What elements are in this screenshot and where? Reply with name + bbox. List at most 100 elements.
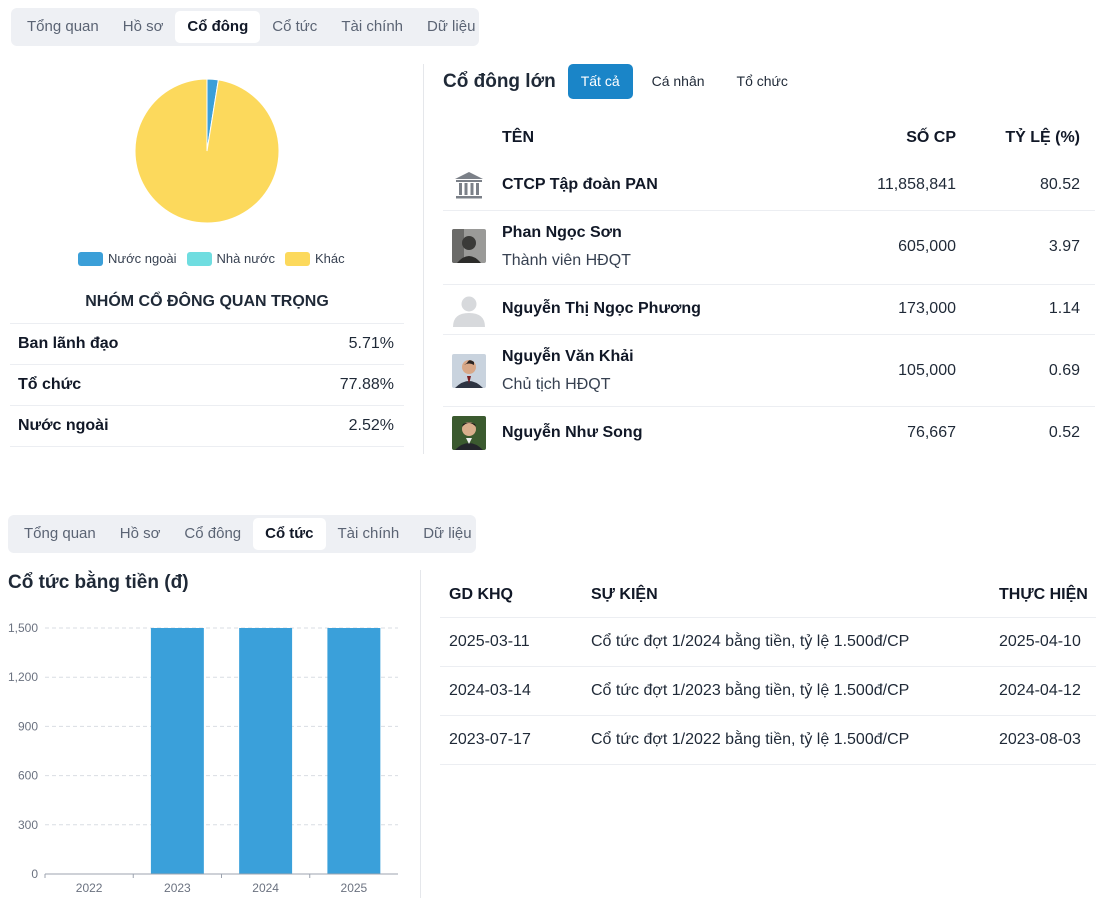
top-tab-3[interactable]: Cổ tức (272, 18, 318, 35)
shareholder-name: Nguyễn Văn Khải (502, 348, 634, 365)
shareholder-pct: 0.52 (1048, 424, 1080, 441)
event-text: Cổ tức đợt 1/2022 bằng tiền, tỷ lệ 1.500… (591, 731, 910, 748)
key-group-row: Ban lãnh đạo 5.71% (10, 324, 404, 365)
shareholder-pct: 1.14 (1048, 300, 1080, 317)
dividend-table-header: GD KHQ SỰ KIỆN THỰC HIỆN (440, 584, 1096, 618)
bar-2023[interactable] (150, 628, 204, 874)
column-shares-header[interactable]: SỐ CP (906, 129, 956, 146)
shareholder-shares: 11,858,841 (877, 176, 956, 193)
filter-individual-button[interactable]: Cá nhân (651, 73, 705, 89)
bar-2024[interactable] (239, 628, 293, 874)
top-tab-bar: Tổng quan Hồ sơ Cổ đông Cổ tức Tài chính Dữ l… (11, 8, 479, 46)
shareholder-row[interactable]: CTCP Tập đoàn PAN 11,858,841 80.52 (443, 161, 1095, 211)
shareholder-pct: 3.97 (1048, 238, 1080, 255)
dividend-chart-title: Cổ tức bằng tiền (đ) (8, 572, 189, 593)
shareholder-role: Chủ tịch HĐQT (502, 376, 611, 393)
bottom-tab-4[interactable]: Tài chính (337, 525, 400, 542)
bottom-tab-5[interactable]: Dữ liệu (423, 525, 472, 542)
shareholder-row[interactable]: Nguyễn Văn Khải Chủ tịch HĐQT 105,000 0.… (443, 335, 1095, 407)
shareholder-shares: 605,000 (898, 238, 956, 255)
ex-date: 2023-07-17 (449, 731, 531, 748)
x-tick-label: 2023 (164, 881, 191, 895)
column-exec-date-header[interactable]: THỰC HIỆN (999, 586, 1088, 603)
avatar-photo (452, 354, 486, 388)
shareholder-row[interactable]: Phan Ngọc Sơn Thành viên HĐQT 605,000 3.… (443, 211, 1095, 285)
y-tick-label: 1,500 (8, 621, 38, 635)
shareholder-pct: 0.69 (1048, 362, 1080, 379)
x-tick-label: 2024 (252, 881, 279, 895)
shareholder-name: Nguyễn Thị Ngọc Phương (502, 300, 701, 317)
shareholder-role: Thành viên HĐQT (502, 252, 631, 269)
bottom-tab-1[interactable]: Hồ sơ (119, 525, 161, 542)
pie-legend: Nước ngoài Nhà nước Khác (78, 251, 345, 266)
legend-item-foreign[interactable]: Nước ngoài (78, 251, 177, 266)
bottom-tab-3[interactable]: Cổ tức (253, 518, 326, 550)
section-divider (420, 570, 421, 898)
bank-icon (455, 172, 483, 199)
column-ex-date-header[interactable]: GD KHQ (449, 586, 513, 603)
y-tick-label: 0 (31, 867, 38, 881)
dividend-row[interactable]: 2025-03-11 Cổ tức đợt 1/2024 bằng tiền, … (440, 618, 1096, 667)
event-text: Cổ tức đợt 1/2023 bằng tiền, tỷ lệ 1.500… (591, 682, 910, 699)
legend-swatch (284, 251, 310, 266)
legend-item-other[interactable]: Khác (284, 251, 345, 266)
shareholder-name: CTCP Tập đoàn PAN (502, 176, 658, 193)
top-tab-1[interactable]: Hồ sơ (122, 18, 164, 35)
top-tab-5[interactable]: Dữ liệu (427, 18, 476, 35)
y-tick-label: 600 (18, 769, 38, 783)
bottom-tab-0[interactable]: Tổng quan (24, 525, 96, 542)
key-group-name: Ban lãnh đạo (18, 335, 119, 352)
top-tab-2[interactable]: Cổ đông (175, 11, 261, 43)
dividend-row[interactable]: 2023-07-17 Cổ tức đợt 1/2022 bằng tiền, … (440, 716, 1096, 765)
column-pct-header[interactable]: TỶ LỆ (%) (1005, 129, 1080, 146)
legend-label: Nhà nước (216, 251, 275, 266)
shareholder-name: Nguyễn Như Song (502, 424, 643, 441)
shareholders-table-header: TÊN SỐ CP TỶ LỆ (%) (443, 129, 1095, 149)
exec-date: 2023-08-03 (999, 731, 1081, 748)
x-tick-label: 2022 (76, 881, 103, 895)
bottom-tab-2[interactable]: Cổ đông (184, 525, 242, 542)
section-divider (423, 64, 424, 454)
key-group-row: Tổ chức 77.88% (10, 365, 404, 406)
column-event-header[interactable]: SỰ KIỆN (591, 586, 658, 603)
bar-2025[interactable] (327, 628, 381, 874)
avatar-photo (452, 229, 486, 263)
shareholder-shares: 173,000 (898, 300, 956, 317)
top-tab-0[interactable]: Tổng quan (27, 18, 99, 35)
key-group-row: Nước ngoài 2.52% (10, 406, 404, 447)
key-group-value: 2.52% (348, 417, 394, 434)
y-tick-label: 1,200 (8, 670, 38, 684)
dividend-row[interactable]: 2024-03-14 Cổ tức đợt 1/2023 bằng tiền, … (440, 667, 1096, 716)
shareholder-row[interactable]: Nguyễn Thị Ngọc Phương 173,000 1.14 (443, 285, 1095, 335)
top-tab-4[interactable]: Tài chính (341, 18, 404, 35)
legend-swatch (186, 251, 212, 266)
legend-swatch (78, 251, 103, 266)
filter-all-button[interactable]: Tất cả (567, 64, 633, 99)
exec-date: 2025-04-10 (999, 633, 1081, 650)
bottom-tab-bar: Tổng quan Hồ sơ Cổ đông Cổ tức Tài chính Dữ l… (8, 515, 476, 553)
shareholder-shares: 76,667 (907, 424, 956, 441)
pie-slice-khác[interactable] (134, 78, 280, 224)
legend-item-state[interactable]: Nhà nước (186, 251, 275, 266)
filter-organization-button[interactable]: Tổ chức (736, 73, 788, 89)
key-group-name: Nước ngoài (18, 417, 109, 434)
major-shareholders-title: Cổ đông lớn (443, 70, 556, 92)
legend-label: Nước ngoài (108, 251, 177, 266)
x-tick-label: 2025 (341, 881, 368, 895)
shareholder-shares: 105,000 (898, 362, 956, 379)
key-group-value: 77.88% (339, 376, 394, 393)
column-name-header[interactable]: TÊN (502, 129, 534, 146)
exec-date: 2024-04-12 (999, 682, 1081, 699)
shareholder-name: Phan Ngọc Sơn (502, 224, 622, 241)
key-groups-table: Ban lãnh đạo 5.71% Tổ chức 77.88% Nước ngo… (10, 323, 404, 447)
shareholder-pct: 80.52 (1039, 176, 1080, 193)
key-groups-title: NHÓM CỔ ĐÔNG QUAN TRỌNG (85, 293, 329, 310)
major-shareholders-header: Cổ đông lớn Tất cả Cá nhân Tổ chức (443, 64, 807, 99)
dividend-bar-chart: 0 300 600 900 1,200 1,500 2022 2023 2024 2025 (8, 621, 398, 895)
ownership-pie-chart (134, 78, 280, 224)
y-tick-label: 300 (18, 818, 38, 832)
avatar-photo (452, 416, 486, 450)
event-text: Cổ tức đợt 1/2024 bằng tiền, tỷ lệ 1.500… (591, 633, 910, 650)
key-group-name: Tổ chức (18, 376, 82, 393)
shareholder-row[interactable]: Nguyễn Như Song 76,667 0.52 (443, 407, 1095, 457)
